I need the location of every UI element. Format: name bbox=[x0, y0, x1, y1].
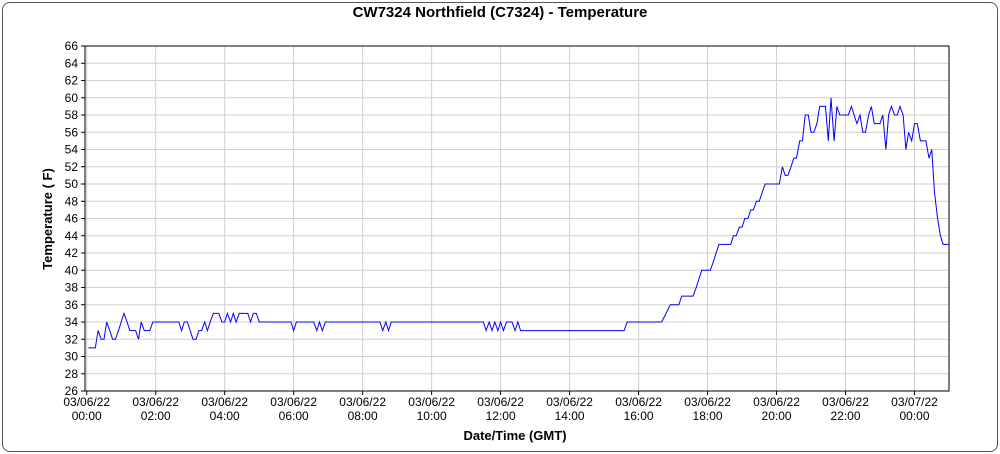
x-tick-label-time: 14:00 bbox=[555, 409, 585, 423]
y-tick-label: 48 bbox=[65, 194, 79, 208]
x-tick-label-date: 03/06/22 bbox=[753, 395, 800, 409]
x-tick-label-date: 03/06/22 bbox=[477, 395, 524, 409]
x-tick-label-date: 03/07/22 bbox=[891, 395, 938, 409]
y-tick-label: 28 bbox=[65, 367, 79, 381]
x-tick-label-time: 20:00 bbox=[762, 409, 792, 423]
y-tick-label: 36 bbox=[65, 298, 79, 312]
y-tick-label: 58 bbox=[65, 108, 79, 122]
x-tick-label-date: 03/06/22 bbox=[546, 395, 593, 409]
y-tick-label: 44 bbox=[65, 229, 79, 243]
x-tick-label-time: 04:00 bbox=[210, 409, 240, 423]
y-tick-label: 46 bbox=[65, 212, 79, 226]
chart-title: CW7324 Northfield (C7324) - Temperature bbox=[353, 4, 648, 21]
x-tick-label-time: 12:00 bbox=[486, 409, 516, 423]
x-tick-label-time: 08:00 bbox=[348, 409, 378, 423]
y-tick-label: 26 bbox=[65, 384, 79, 398]
y-tick-label: 56 bbox=[65, 125, 79, 139]
x-tick-label-time: 00:00 bbox=[72, 409, 102, 423]
x-tick-label-date: 03/06/22 bbox=[132, 395, 179, 409]
x-tick-label-date: 03/06/22 bbox=[270, 395, 317, 409]
x-tick-label-time: 18:00 bbox=[693, 409, 723, 423]
x-tick-label-date: 03/06/22 bbox=[684, 395, 731, 409]
y-tick-label: 62 bbox=[65, 74, 79, 88]
x-tick-label-time: 16:00 bbox=[624, 409, 654, 423]
temperature-series-line bbox=[88, 97, 949, 349]
x-tick-label-date: 03/06/22 bbox=[408, 395, 455, 409]
x-axis: 03/06/2200:0003/06/2202:0003/06/2204:000… bbox=[63, 391, 938, 423]
y-axis-title: Temperature ( F) bbox=[40, 168, 55, 270]
x-tick-label-time: 10:00 bbox=[417, 409, 447, 423]
y-tick-label: 52 bbox=[65, 160, 79, 174]
x-tick-label-time: 02:00 bbox=[141, 409, 171, 423]
x-axis-title: Date/Time (GMT) bbox=[463, 428, 566, 443]
x-tick-label-time: 00:00 bbox=[899, 409, 929, 423]
x-tick-label-date: 03/06/22 bbox=[63, 395, 110, 409]
y-tick-label: 64 bbox=[65, 56, 79, 70]
y-tick-label: 34 bbox=[65, 315, 79, 329]
y-tick-label: 30 bbox=[65, 350, 79, 364]
x-tick-label-date: 03/06/22 bbox=[339, 395, 386, 409]
x-tick-label-date: 03/06/22 bbox=[201, 395, 248, 409]
x-tick-label-time: 22:00 bbox=[831, 409, 861, 423]
y-tick-label: 50 bbox=[65, 177, 79, 191]
y-tick-label: 40 bbox=[65, 263, 79, 277]
y-tick-label: 42 bbox=[65, 246, 79, 260]
y-tick-label: 38 bbox=[65, 281, 79, 295]
y-tick-label: 66 bbox=[65, 39, 79, 53]
x-tick-label-time: 06:00 bbox=[279, 409, 309, 423]
y-tick-label: 60 bbox=[65, 91, 79, 105]
y-tick-label: 32 bbox=[65, 332, 79, 346]
x-tick-label-date: 03/06/22 bbox=[822, 395, 869, 409]
grid bbox=[85, 45, 949, 392]
x-tick-label-date: 03/06/22 bbox=[615, 395, 662, 409]
y-tick-label: 54 bbox=[65, 143, 79, 157]
y-axis: 26 28 30 32 34 36 38 40 42 44 46 48 50 52 54 56 58 60 62 64… bbox=[65, 39, 85, 398]
